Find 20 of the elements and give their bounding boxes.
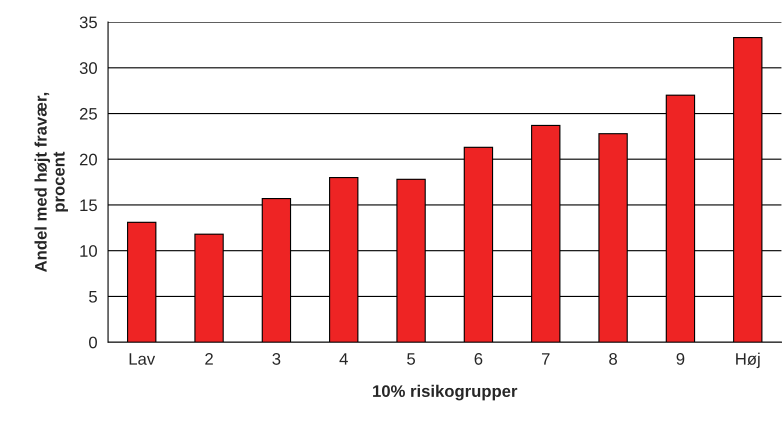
y-tick-label: 10 (80, 245, 97, 257)
y-tick-label: 15 (80, 200, 97, 212)
x-axis-title: 10% risikogrupper (373, 384, 518, 400)
x-tick-label: 2 (205, 353, 213, 365)
y-tick-label: 25 (80, 108, 97, 120)
y-tick-label: 20 (80, 154, 97, 166)
x-tick-label: 7 (542, 353, 550, 365)
y-tick-label: 0 (89, 336, 97, 348)
x-tick-label: 4 (339, 353, 348, 365)
x-tick-label: Høj (736, 352, 760, 368)
y-tick-label: 5 (89, 291, 97, 303)
x-tick-label: 3 (272, 353, 280, 365)
y-tick-label: 30 (80, 62, 97, 74)
x-tick-label: 5 (407, 353, 416, 365)
y-tick-label: 35 (80, 16, 97, 28)
x-tick-label: Lav (130, 353, 156, 365)
y-axis-title: Andel med højt fravær, procent (34, 92, 68, 272)
x-tick-label: 6 (474, 353, 482, 365)
x-tick-label: 8 (609, 353, 617, 365)
x-tick-label: 9 (676, 353, 684, 365)
